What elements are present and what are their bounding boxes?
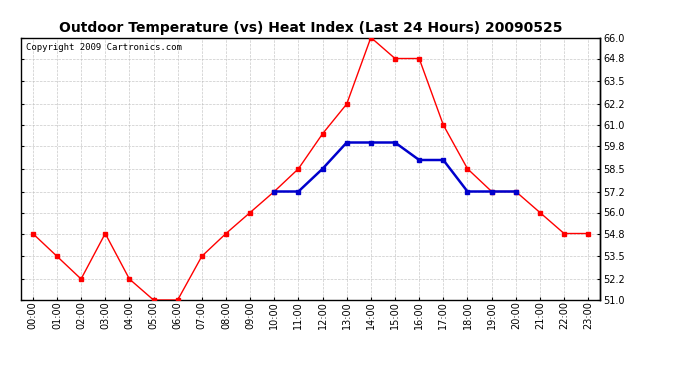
Title: Outdoor Temperature (vs) Heat Index (Last 24 Hours) 20090525: Outdoor Temperature (vs) Heat Index (Las… <box>59 21 562 35</box>
Text: Copyright 2009 Cartronics.com: Copyright 2009 Cartronics.com <box>26 43 182 52</box>
